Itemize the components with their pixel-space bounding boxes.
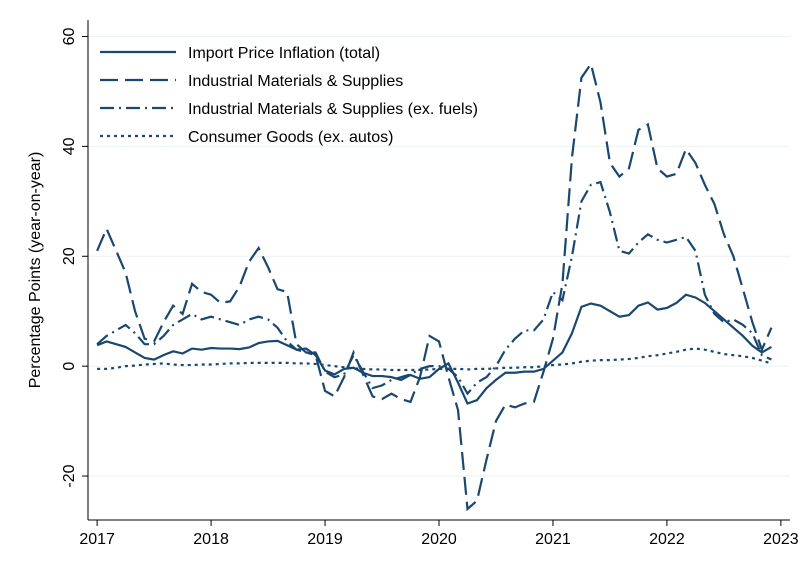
y-tick-label: 60 [61, 27, 78, 45]
series-line [96, 293, 772, 405]
series-line [96, 61, 773, 512]
y-tick-label: 40 [61, 137, 78, 155]
x-tick-label: 2021 [535, 531, 571, 548]
legend-label: Consumer Goods (ex. autos) [188, 129, 393, 146]
x-tick-label: 2020 [421, 531, 457, 548]
x-tick-label: 2017 [79, 531, 115, 548]
x-tick-label: 2019 [307, 531, 343, 548]
y-tick-label: 0 [61, 362, 78, 371]
legend-label: Industrial Materials & Supplies [188, 73, 403, 90]
x-tick-label: 2023 [763, 531, 798, 548]
x-tick-label: 2022 [649, 531, 685, 548]
legend-label: Industrial Materials & Supplies (ex. fue… [188, 101, 478, 118]
series-line [96, 180, 772, 396]
y-axis-label: Percentage Points (year-on-year) [27, 152, 44, 389]
legend-label: Import Price Inflation (total) [188, 45, 380, 62]
x-tick-label: 2018 [193, 531, 229, 548]
series-line [97, 347, 772, 372]
y-tick-label: -20 [61, 464, 78, 487]
y-tick-label: 20 [61, 247, 78, 265]
